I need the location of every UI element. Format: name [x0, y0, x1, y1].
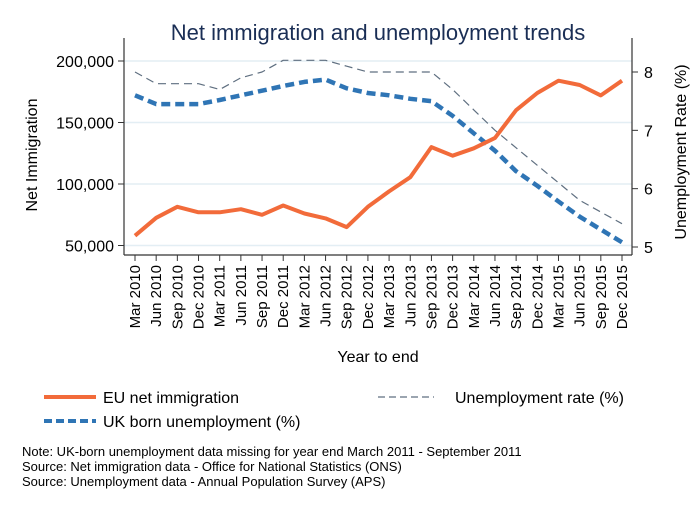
left-axis-ticks: 50,000 100,000 150,000 200,000: [56, 54, 124, 256]
y2-tick-label: 8: [644, 65, 653, 82]
x-tick-label: Sep 2014: [508, 265, 525, 329]
x-tick-label: Mar 2014: [466, 265, 483, 328]
x-tick-label: Sep 2011: [254, 265, 271, 328]
note-missing-data: Note: UK-born unemployment data missing …: [22, 444, 522, 459]
y2-tick-label: 7: [644, 123, 653, 140]
x-tick-label: Jun 2013: [402, 265, 419, 327]
x-tick-label: Dec 2015: [614, 265, 631, 329]
x-tick-label: Sep 2012: [339, 265, 356, 329]
note-source-immigration: Source: Net immigration data - Office fo…: [22, 459, 402, 474]
series-layer: [133, 59, 624, 245]
legend: EU net immigration UK born unemployment …: [44, 390, 624, 431]
x-tick-label: Sep 2015: [593, 265, 610, 329]
gridlines: [124, 60, 632, 247]
right-axis-ticks: 5 6 7 8: [632, 65, 653, 257]
x-tick-label: Mar 2015: [550, 265, 567, 328]
legend-item-unemployment-rate: Unemployment rate (%): [378, 390, 624, 407]
y-tick-label: 150,000: [56, 116, 114, 133]
y2-tick-label: 5: [644, 240, 653, 257]
y2-axis-title: Unemployment Rate (%): [673, 64, 690, 239]
legend-label-eu: EU net immigration: [103, 390, 239, 407]
legend-label-uk-born: UK born unemployment (%): [103, 414, 300, 431]
x-tick-label: Jun 2015: [572, 265, 589, 327]
x-tick-label: Sep 2013: [423, 265, 440, 329]
x-tick-label: Dec 2010: [191, 265, 208, 329]
series-line-eu-net-immigration: [133, 78, 624, 238]
y-tick-label: 200,000: [56, 54, 114, 71]
x-tick-label: Jun 2014: [487, 265, 504, 327]
x-tick-label: Mar 2012: [296, 265, 313, 328]
note-source-unemployment: Source: Unemployment data - Annual Popul…: [22, 474, 385, 489]
x-tick-label: Mar 2013: [381, 265, 398, 328]
chart-title: Net immigration and unemployment trends: [171, 20, 586, 45]
x-tick-label: Dec 2011: [275, 265, 292, 328]
y-axis-title: Net Immigration: [24, 99, 41, 212]
series-line-uk-born-unemployment: [134, 77, 624, 245]
y2-tick-label: 6: [644, 182, 653, 199]
x-tick-label: Jun 2012: [318, 265, 335, 327]
x-tick-label: Sep 2010: [169, 265, 186, 329]
legend-item-eu-net-immigration: EU net immigration: [44, 390, 239, 407]
y-tick-label: 100,000: [56, 177, 114, 194]
y-tick-label: 50,000: [65, 239, 114, 256]
x-tick-label: Dec 2013: [445, 265, 462, 329]
x-tick-label: Mar 2011: [212, 265, 229, 327]
legend-item-uk-born-unemployment: UK born unemployment (%): [44, 414, 300, 431]
x-tick-label: Mar 2010: [127, 265, 144, 328]
x-tick-label: Dec 2012: [360, 265, 377, 329]
x-tick-label: Jun 2010: [148, 265, 165, 327]
x-tick-label: Jun 2011: [233, 265, 250, 326]
x-axis-title: Year to end: [337, 349, 418, 366]
x-tick-label: Dec 2014: [529, 265, 546, 329]
legend-label-unemployment-rate: Unemployment rate (%): [455, 390, 624, 407]
series-line-unemployment-rate: [134, 59, 623, 225]
x-axis-ticks: Mar 2010 Jun 2010 Sep 2010 Dec 2010 Mar 2011…: [127, 255, 631, 329]
